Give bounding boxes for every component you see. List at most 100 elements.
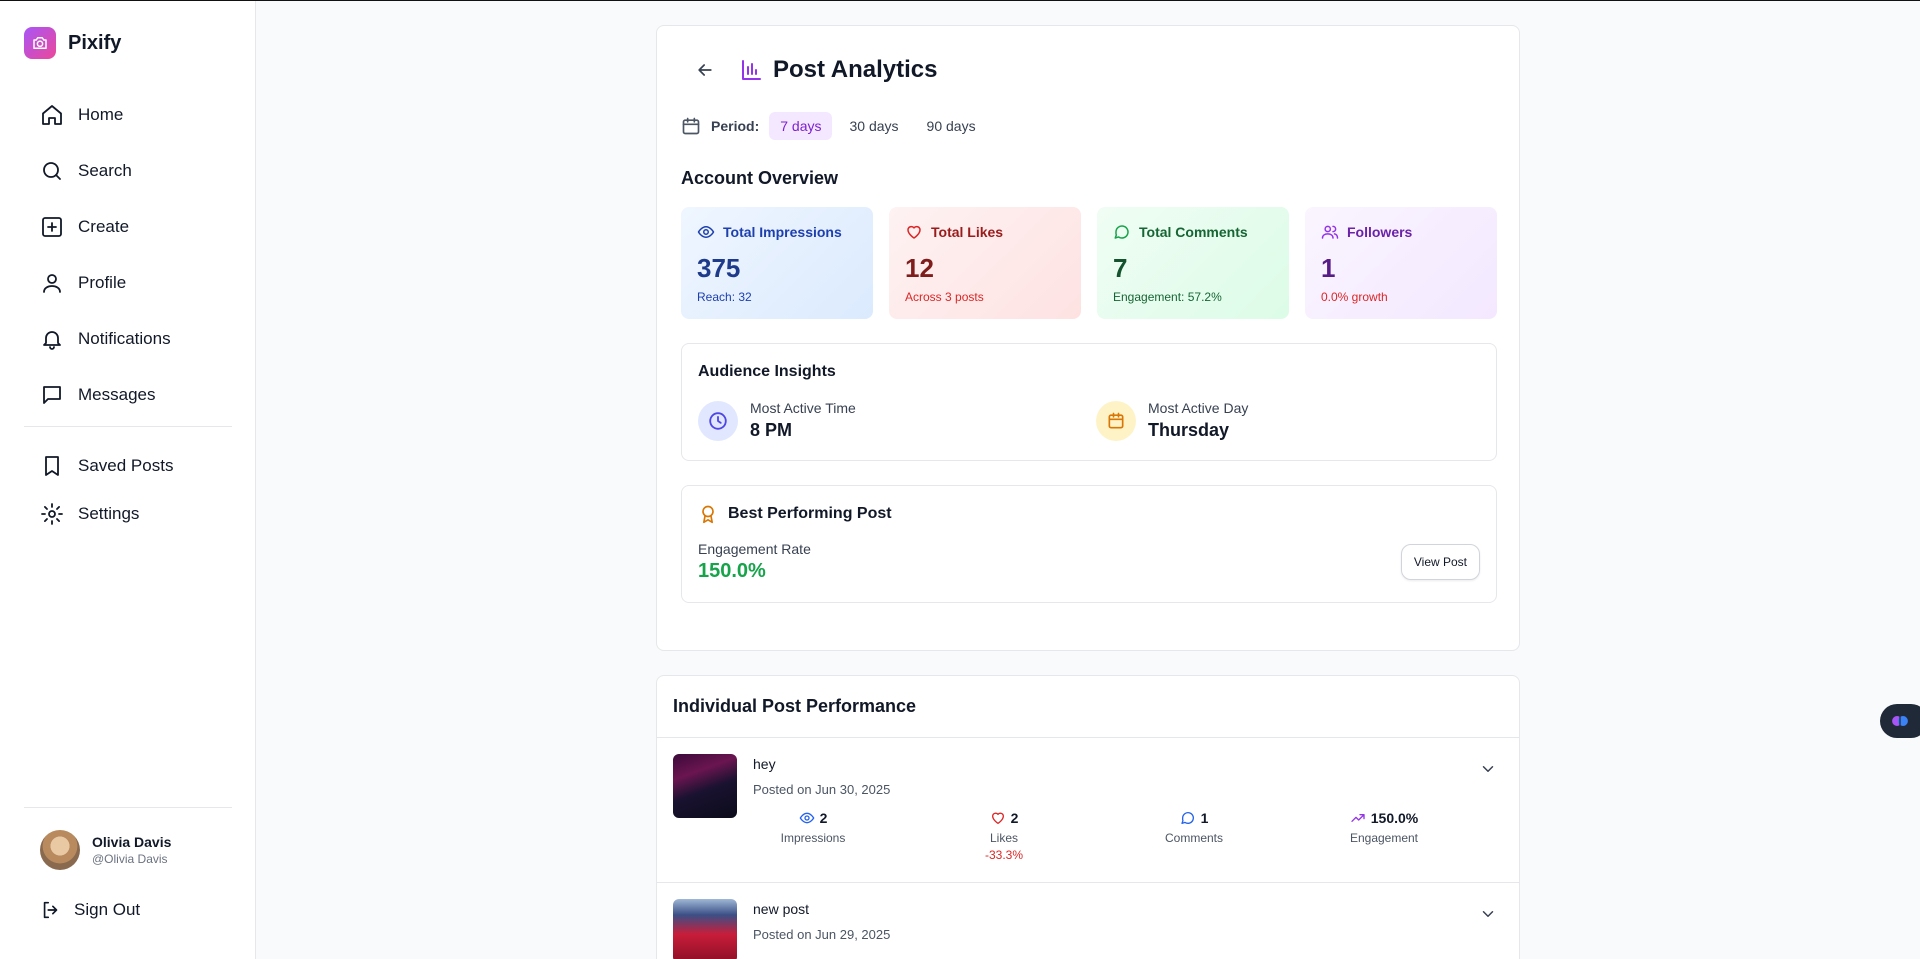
metric-engagement: 150.0% Engagement bbox=[1324, 810, 1444, 845]
post-date: Posted on Jun 30, 2025 bbox=[753, 782, 891, 797]
clock-icon bbox=[698, 400, 738, 441]
metric-value: 2 bbox=[819, 810, 828, 826]
nav-divider bbox=[24, 426, 232, 427]
stat-label: Total Likes bbox=[931, 224, 1004, 240]
metric-value: 2 bbox=[1010, 810, 1019, 826]
search-icon bbox=[40, 159, 64, 183]
trending-up-icon bbox=[1350, 810, 1366, 826]
metric-impressions: 2 Impressions bbox=[753, 810, 873, 845]
period-option-90-days[interactable]: 90 days bbox=[926, 118, 976, 134]
post-row[interactable]: hey Posted on Jun 30, 2025 2 Impressions… bbox=[657, 737, 1519, 882]
post-performance-card: Individual Post Performance hey Posted o… bbox=[656, 675, 1520, 959]
logout-icon bbox=[40, 899, 62, 921]
sign-out-button[interactable]: Sign Out bbox=[40, 899, 140, 921]
stat-label: Total Comments bbox=[1139, 224, 1248, 240]
view-post-button[interactable]: View Post bbox=[1400, 544, 1480, 580]
period-label: Period: bbox=[711, 118, 760, 134]
back-button[interactable] bbox=[691, 56, 719, 84]
eye-icon bbox=[799, 810, 815, 826]
post-date: Posted on Jun 29, 2025 bbox=[753, 927, 891, 942]
secondary-nav: Saved Posts Settings bbox=[24, 442, 232, 538]
nav-label: Messages bbox=[78, 385, 156, 404]
user-icon bbox=[40, 271, 64, 295]
metric-comments: 1 Comments bbox=[1134, 810, 1254, 845]
sidebar: Pixify Home Search Create Profile Notifi… bbox=[0, 1, 256, 959]
metric-value: 150.0% bbox=[1370, 810, 1419, 826]
eye-icon bbox=[697, 223, 715, 241]
nav-item-saved-posts[interactable]: Saved Posts bbox=[24, 442, 232, 490]
insight-label: Most Active Day bbox=[1148, 400, 1249, 416]
period-option-30-days[interactable]: 30 days bbox=[849, 118, 899, 134]
analytics-card: Post Analytics Period: 7 days 30 days 90… bbox=[656, 25, 1520, 651]
nav-item-notifications[interactable]: Notifications bbox=[24, 311, 232, 367]
chevron-down-icon[interactable] bbox=[1479, 905, 1497, 923]
nav-item-settings[interactable]: Settings bbox=[24, 490, 232, 538]
bell-icon bbox=[40, 327, 64, 351]
stat-value: 375 bbox=[697, 253, 741, 283]
post-thumbnail bbox=[673, 754, 737, 818]
heart-icon bbox=[905, 223, 923, 241]
nav-item-create[interactable]: Create bbox=[24, 199, 232, 255]
nav-item-messages[interactable]: Messages bbox=[24, 367, 232, 423]
metric-label: Comments bbox=[1164, 831, 1223, 845]
main-nav: Home Search Create Profile Notifications… bbox=[24, 87, 232, 423]
page-header: Post Analytics bbox=[691, 56, 938, 84]
stat-sub: Engagement: 57.2% bbox=[1113, 290, 1222, 304]
nav-label: Saved Posts bbox=[78, 456, 174, 475]
chevron-down-icon[interactable] bbox=[1479, 760, 1497, 778]
post-caption: new post bbox=[753, 901, 810, 917]
user-card[interactable]: Olivia Davis @Olivia Davis bbox=[40, 830, 171, 870]
metric-label: Impressions bbox=[780, 831, 846, 845]
user-divider bbox=[24, 807, 232, 808]
best-performing-post: Best Performing Post Engagement Rate 150… bbox=[681, 485, 1497, 603]
metric-label: Likes bbox=[989, 831, 1018, 845]
stat-value: 7 bbox=[1113, 253, 1128, 283]
stat-comments: Total Comments 7 Engagement: 57.2% bbox=[1097, 207, 1289, 319]
calendar-icon bbox=[681, 116, 701, 136]
user-name: Olivia Davis bbox=[92, 834, 172, 850]
insight-value: 8 PM bbox=[750, 420, 793, 440]
stat-sub: 0.0% growth bbox=[1321, 290, 1388, 304]
nav-label: Profile bbox=[78, 273, 127, 292]
message-icon bbox=[40, 383, 64, 407]
floating-assistant-button[interactable] bbox=[1880, 704, 1920, 738]
metric-label: Engagement bbox=[1349, 831, 1419, 845]
audience-insights: Audience Insights Most Active Time 8 PM … bbox=[681, 343, 1497, 461]
bar-chart-icon bbox=[739, 58, 763, 82]
sign-out-label: Sign Out bbox=[74, 900, 141, 919]
page-title: Post Analytics bbox=[773, 56, 938, 83]
award-icon bbox=[698, 504, 718, 524]
nav-item-home[interactable]: Home bbox=[24, 87, 232, 143]
audience-insights-title: Audience Insights bbox=[698, 363, 836, 380]
stat-sub: Across 3 posts bbox=[905, 290, 984, 304]
comment-icon bbox=[1113, 223, 1131, 241]
stat-impressions: Total Impressions 375 Reach: 32 bbox=[681, 207, 873, 319]
engagement-rate-label: Engagement Rate bbox=[698, 541, 811, 557]
stat-likes: Total Likes 12 Across 3 posts bbox=[889, 207, 1081, 319]
plus-square-icon bbox=[40, 215, 64, 239]
brand[interactable]: Pixify bbox=[24, 27, 121, 59]
nav-item-search[interactable]: Search bbox=[24, 143, 232, 199]
stat-value: 1 bbox=[1321, 253, 1336, 283]
camera-icon bbox=[24, 27, 56, 59]
brain-icon bbox=[1890, 711, 1910, 731]
avatar bbox=[40, 830, 80, 870]
engagement-rate-value: 150.0% bbox=[698, 560, 766, 582]
metric-change: -33.3% bbox=[984, 848, 1024, 862]
post-caption: hey bbox=[753, 756, 776, 772]
nav-item-profile[interactable]: Profile bbox=[24, 255, 232, 311]
stat-value: 12 bbox=[905, 253, 934, 283]
insight-value: Thursday bbox=[1148, 420, 1230, 440]
comment-icon bbox=[1180, 810, 1196, 826]
nav-label: Create bbox=[78, 217, 130, 236]
nav-label: Search bbox=[78, 161, 132, 180]
bookmark-icon bbox=[40, 454, 64, 478]
brand-name: Pixify bbox=[68, 31, 122, 54]
post-row[interactable]: new post Posted on Jun 29, 2025 bbox=[657, 882, 1519, 959]
arrow-left-icon bbox=[698, 64, 712, 76]
period-option-7-days[interactable]: 7 days bbox=[769, 112, 833, 140]
gear-icon bbox=[40, 502, 64, 526]
nav-label: Settings bbox=[78, 504, 140, 523]
best-post-title: Best Performing Post bbox=[728, 505, 892, 522]
user-handle: @Olivia Davis bbox=[92, 852, 168, 866]
